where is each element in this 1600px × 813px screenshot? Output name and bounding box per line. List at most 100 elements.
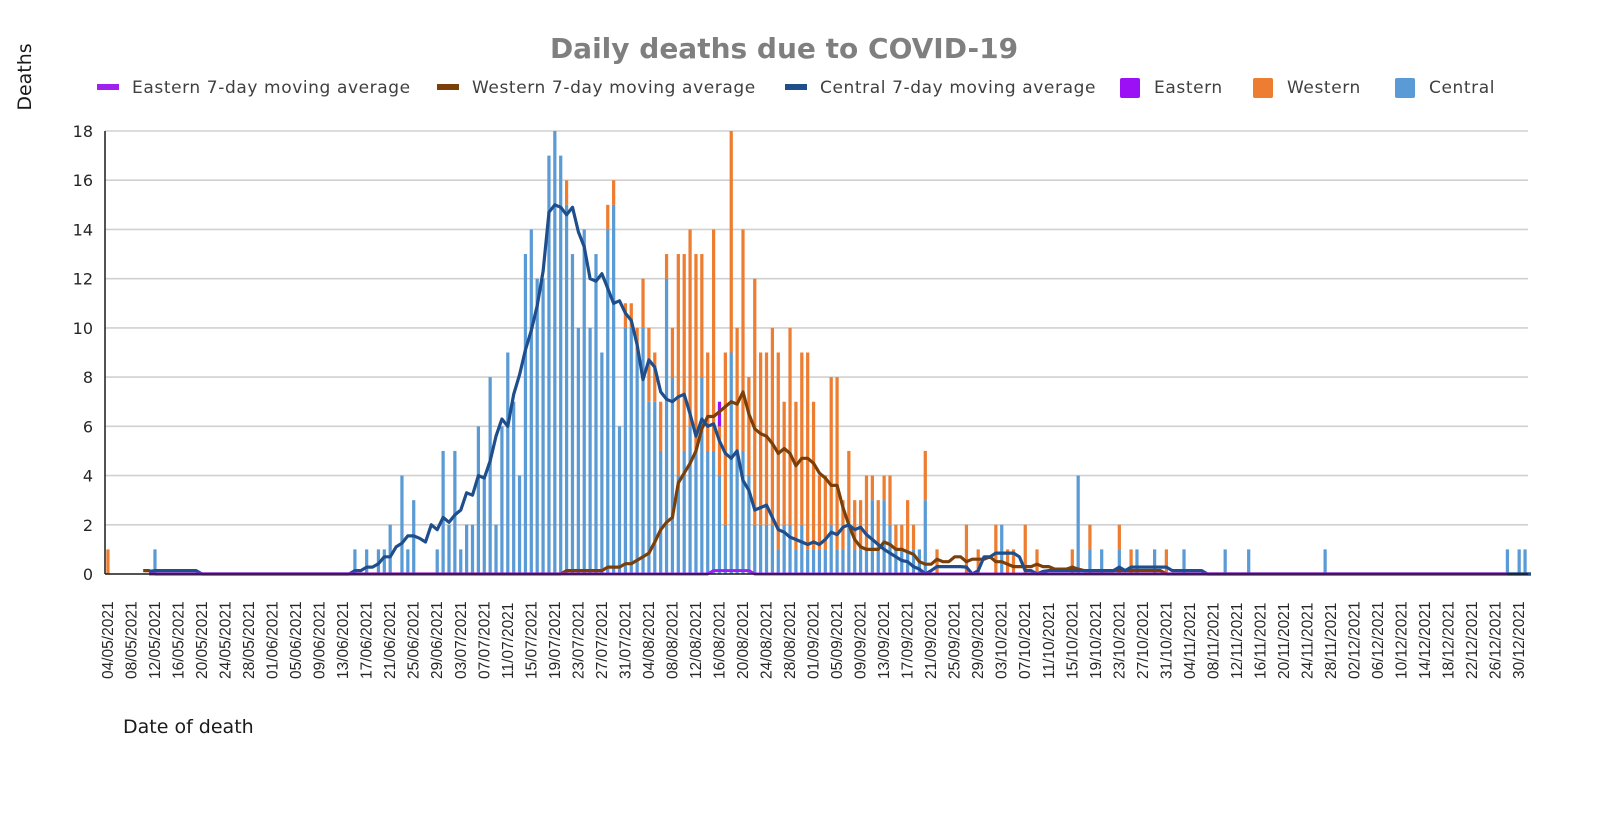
x-tick-label: 12/08/2021 [688,601,705,679]
bar-central [1223,549,1227,574]
x-tick-label: 24/05/2021 [218,601,235,679]
bar-western [759,352,763,525]
bar-central [1100,549,1104,574]
bar-western [806,352,810,550]
legend-swatch-line [97,84,119,90]
x-tick-label: 12/05/2021 [147,601,164,679]
x-tick-label: 04/11/2021 [1182,603,1199,679]
x-tick-label: 28/05/2021 [241,601,258,679]
x-tick-label: 03/07/2021 [453,601,470,679]
bar-central [576,327,580,574]
bar-western [770,327,775,525]
bar-central [841,549,845,574]
bar-central [1152,549,1157,574]
bar-western [870,475,874,501]
bar-central [570,254,575,575]
bar-western [841,500,845,550]
x-tick-label: 23/07/2021 [570,601,587,679]
bar-western [906,500,910,550]
x-tick-label: 15/07/2021 [523,601,540,679]
bar-central [870,500,874,574]
bar-western [1070,549,1074,574]
bar-western [106,549,110,574]
bar-western [664,254,669,279]
bar-western [794,401,798,550]
bar-western [935,549,939,574]
bar-western [694,254,698,451]
bar-western [864,475,869,550]
bar-central [858,549,863,574]
x-tick-label: 24/08/2021 [759,601,776,679]
bar-western [711,229,716,451]
central-7-day-moving-average-line [148,203,1531,576]
bar-western [817,475,822,550]
bar-central [788,524,792,574]
bar-western [894,524,898,550]
y-tick-label: 0 [83,565,93,584]
x-tick-label: 21/09/2021 [923,601,940,679]
bar-western [788,327,792,525]
bar-central [441,450,445,574]
x-tick-label: 20/08/2021 [735,601,752,679]
x-tick-label: 16/08/2021 [712,601,729,679]
legend-item: Central [1395,78,1495,98]
bar-central [635,352,639,574]
legend-item: Central 7-day moving average [785,78,1096,98]
legend: Eastern 7-day moving average Western 7-da… [97,78,1495,98]
bar-western [653,352,657,402]
x-tick-label: 16/11/2021 [1253,603,1270,679]
bar-western [700,254,704,378]
bar-central [623,327,628,574]
bar-western [670,327,675,378]
y-tick-label: 10 [73,319,93,338]
bar-central [406,549,410,574]
bar-western [882,475,886,501]
bar-central [800,524,804,574]
bar-central [782,524,786,574]
bar-central [1523,549,1527,574]
x-tick-label: 20/05/2021 [194,601,211,679]
bar-western [1164,549,1168,574]
bar-western [659,401,663,451]
bar-central [453,450,457,574]
bar-western [729,131,733,353]
x-tick-label: 05/06/2021 [288,601,305,679]
y-axis-ticks: 0 2 4 6 8 10 12 14 16 18 [73,122,93,584]
bar-western [723,352,727,525]
bar-western [741,229,745,451]
x-tick-label: 23/10/2021 [1111,601,1128,679]
x-tick-label: 02/12/2021 [1347,601,1364,679]
legend-item: Western 7-day moving average [437,78,755,98]
bar-central [582,229,586,574]
bar-central [435,549,439,574]
bar-central [664,278,669,574]
bar-central [494,524,498,574]
x-tick-label: 27/10/2021 [1135,601,1152,679]
x-tick-label: 05/09/2021 [829,601,846,679]
bar-western [823,475,827,550]
y-tick-label: 12 [73,270,93,289]
legend-label: Central 7-day moving average [820,78,1096,98]
x-tick-label: 15/10/2021 [1064,601,1081,679]
bar-central [747,475,751,574]
bar-western [747,377,751,476]
x-tick-label: 11/07/2021 [500,603,517,679]
x-tick-label: 19/07/2021 [547,601,564,679]
bar-central [1117,549,1121,574]
bar-western [1088,524,1092,550]
bar-central [459,549,463,574]
bar-central [512,401,516,574]
bar-central [817,549,822,574]
x-axis-label: Date of death [123,716,254,738]
bar-central [723,524,727,574]
x-tick-label: 31/10/2021 [1158,601,1175,679]
bar-central [853,549,857,574]
legend-swatch-line [437,84,459,90]
bar-western [1129,549,1133,574]
bar-western [706,352,710,451]
bar-central [911,549,916,574]
bar-central [629,327,633,574]
x-tick-label: 20/11/2021 [1276,603,1293,679]
bar-central [711,450,716,574]
